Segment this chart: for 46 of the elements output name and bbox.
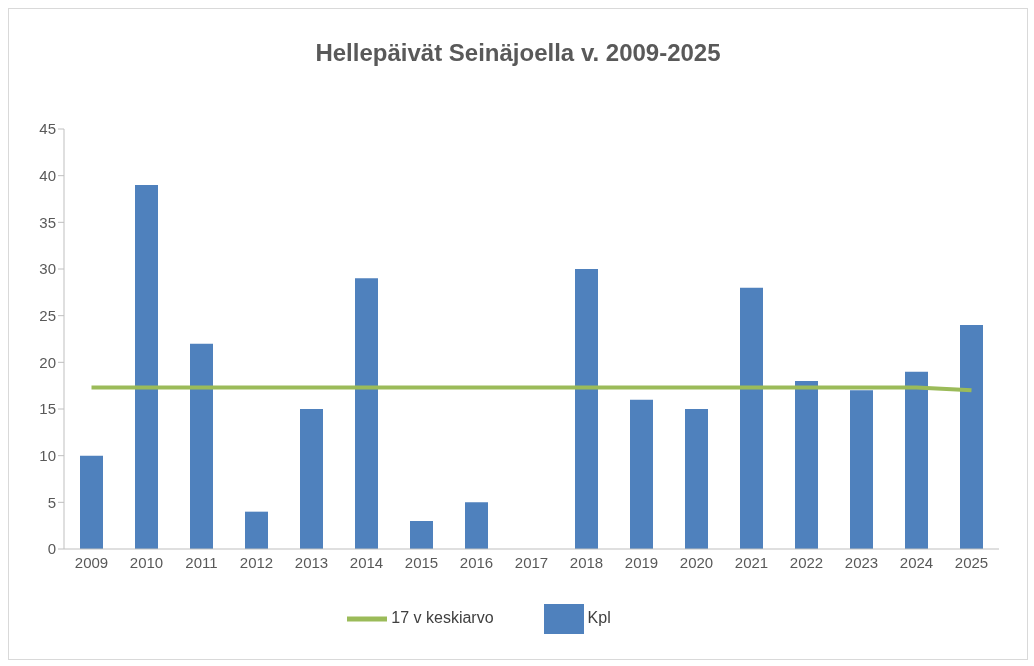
x-tick-label: 2018 <box>569 553 604 571</box>
x-tick-label: 2013 <box>294 553 329 571</box>
y-tick-label: 30 <box>39 260 56 278</box>
x-tick-label: 2014 <box>349 553 384 571</box>
bar <box>135 185 158 549</box>
bar <box>850 390 873 549</box>
bar <box>245 511 268 549</box>
legend-label: Kpl <box>587 609 611 627</box>
bar <box>410 521 433 549</box>
y-tick-label: 10 <box>39 446 56 464</box>
x-tick-label: 2019 <box>624 553 659 571</box>
bar <box>80 455 103 549</box>
x-tick-label: 2012 <box>239 553 274 571</box>
x-tick-label: 2022 <box>789 553 824 571</box>
y-tick-label: 40 <box>39 166 56 184</box>
bar <box>300 409 323 549</box>
x-tick-label: 2023 <box>844 553 879 571</box>
y-tick-label: 0 <box>47 540 56 558</box>
x-tick-label: 2016 <box>459 553 494 571</box>
y-tick-label: 15 <box>39 400 56 418</box>
bar <box>575 269 598 549</box>
legend-label: 17 v keskiarvo <box>391 609 494 627</box>
x-tick-label: 2010 <box>129 553 164 571</box>
x-tick-label: 2015 <box>404 553 439 571</box>
bar <box>905 371 928 549</box>
bar <box>960 325 983 549</box>
x-tick-label: 2024 <box>899 553 934 571</box>
bar <box>795 381 818 549</box>
x-tick-label: 2009 <box>74 553 109 571</box>
x-tick-label: 2021 <box>734 553 769 571</box>
bar <box>355 278 378 549</box>
bar <box>630 399 653 549</box>
x-tick-label: 2025 <box>954 553 989 571</box>
y-tick-label: 45 <box>39 120 56 138</box>
x-tick-label: 2017 <box>514 553 549 571</box>
y-tick-label: 35 <box>39 213 56 231</box>
bar <box>685 409 708 549</box>
bar <box>740 287 763 549</box>
y-tick-label: 20 <box>39 353 56 371</box>
bar <box>465 502 488 549</box>
x-tick-label: 2020 <box>679 553 714 571</box>
y-tick-label: 5 <box>47 493 56 511</box>
x-tick-label: 2011 <box>185 553 218 571</box>
bar <box>190 343 213 549</box>
y-tick-label: 25 <box>39 306 56 324</box>
chart-title: Hellepäivät Seinäjoella v. 2009-2025 <box>314 38 722 68</box>
